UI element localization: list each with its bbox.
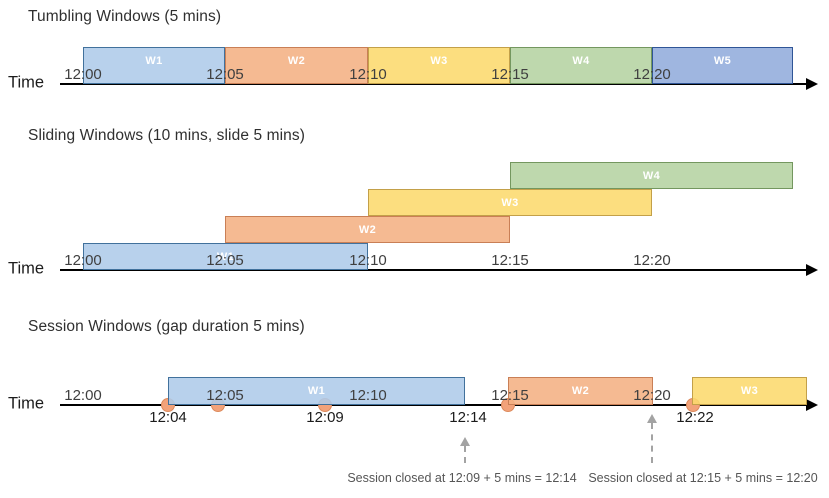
window-label: W3 [430, 55, 448, 67]
window-w1-tumbling: W1 [83, 47, 225, 84]
time-axis-tumbling [60, 83, 806, 85]
axis-tick-label: 12:00 [64, 252, 102, 269]
window-w3-tumbling: W3 [368, 47, 510, 84]
window-w2-tumbling: W2 [225, 47, 368, 84]
window-w4-tumbling: W4 [510, 47, 652, 84]
session-close-annotation: Session closed at 12:09 + 5 mins = 12:14 [347, 471, 577, 485]
event-time-label: 12:09 [306, 409, 344, 426]
axis-tick-label: 12:00 [64, 66, 102, 83]
time-axis-sliding [60, 269, 806, 271]
axis-tick-label: 12:15 [491, 66, 529, 83]
axis-arrowhead-icon-sliding [806, 264, 818, 276]
window-w1-sliding: W1 [83, 243, 368, 270]
callout-dashed-line [464, 446, 466, 463]
time-axis-label-tumbling: Time [8, 73, 45, 92]
window-label: W3 [740, 385, 759, 397]
window-label: W1 [145, 55, 163, 67]
axis-tick-label: 12:05 [206, 252, 244, 269]
window-label: W5 [713, 55, 732, 67]
window-label: W4 [642, 169, 661, 182]
axis-arrowhead-icon-session [806, 399, 818, 411]
window-label: W2 [287, 55, 306, 67]
window-label: W2 [358, 223, 377, 236]
window-w3-sliding: W3 [368, 189, 652, 216]
window-w5-tumbling: W5 [652, 47, 793, 84]
section-title-sliding: Sliding Windows (10 mins, slide 5 mins) [28, 127, 305, 144]
window-w2-session: W2 [508, 377, 653, 405]
window-w2-sliding: W2 [225, 216, 510, 243]
axis-arrowhead-icon-tumbling [806, 78, 818, 90]
event-time-label: 12:22 [676, 409, 714, 426]
time-axis-session [60, 404, 806, 406]
callout-dashed-line [651, 423, 653, 463]
axis-tick-label: 12:15 [491, 252, 529, 269]
axis-tick-label: 12:00 [64, 387, 102, 404]
axis-tick-label: 12:20 [633, 252, 671, 269]
axis-tick-label: 12:10 [349, 252, 387, 269]
window-label: W1 [307, 385, 326, 397]
event-time-label: 12:14 [449, 409, 487, 426]
window-label: W4 [572, 55, 590, 67]
axis-tick-label: 12:20 [633, 387, 671, 404]
session-close-annotation: Session closed at 12:15 + 5 mins = 12:20 [588, 471, 818, 485]
axis-tick-label: 12:10 [349, 387, 387, 404]
window-label: W3 [501, 196, 519, 209]
section-title-tumbling: Tumbling Windows (5 mins) [28, 8, 222, 25]
callout-arrowhead-icon [647, 414, 657, 423]
window-w3-session: W3 [692, 377, 807, 405]
axis-tick-label: 12:20 [633, 66, 671, 83]
axis-tick-label: 12:15 [491, 387, 529, 404]
window-label: W1 [216, 250, 235, 263]
section-title-session: Session Windows (gap duration 5 mins) [28, 318, 305, 335]
axis-tick-label: 12:10 [349, 66, 387, 83]
window-w1-session: W1 [168, 377, 465, 405]
event-time-label: 12:04 [149, 409, 187, 426]
time-axis-label-sliding: Time [8, 259, 45, 278]
window-label: W2 [571, 385, 590, 397]
callout-arrowhead-icon [460, 437, 470, 446]
axis-tick-label: 12:05 [206, 387, 244, 404]
window-w4-sliding: W4 [510, 162, 793, 189]
time-axis-label-session: Time [8, 394, 45, 413]
axis-tick-label: 12:05 [206, 66, 244, 83]
